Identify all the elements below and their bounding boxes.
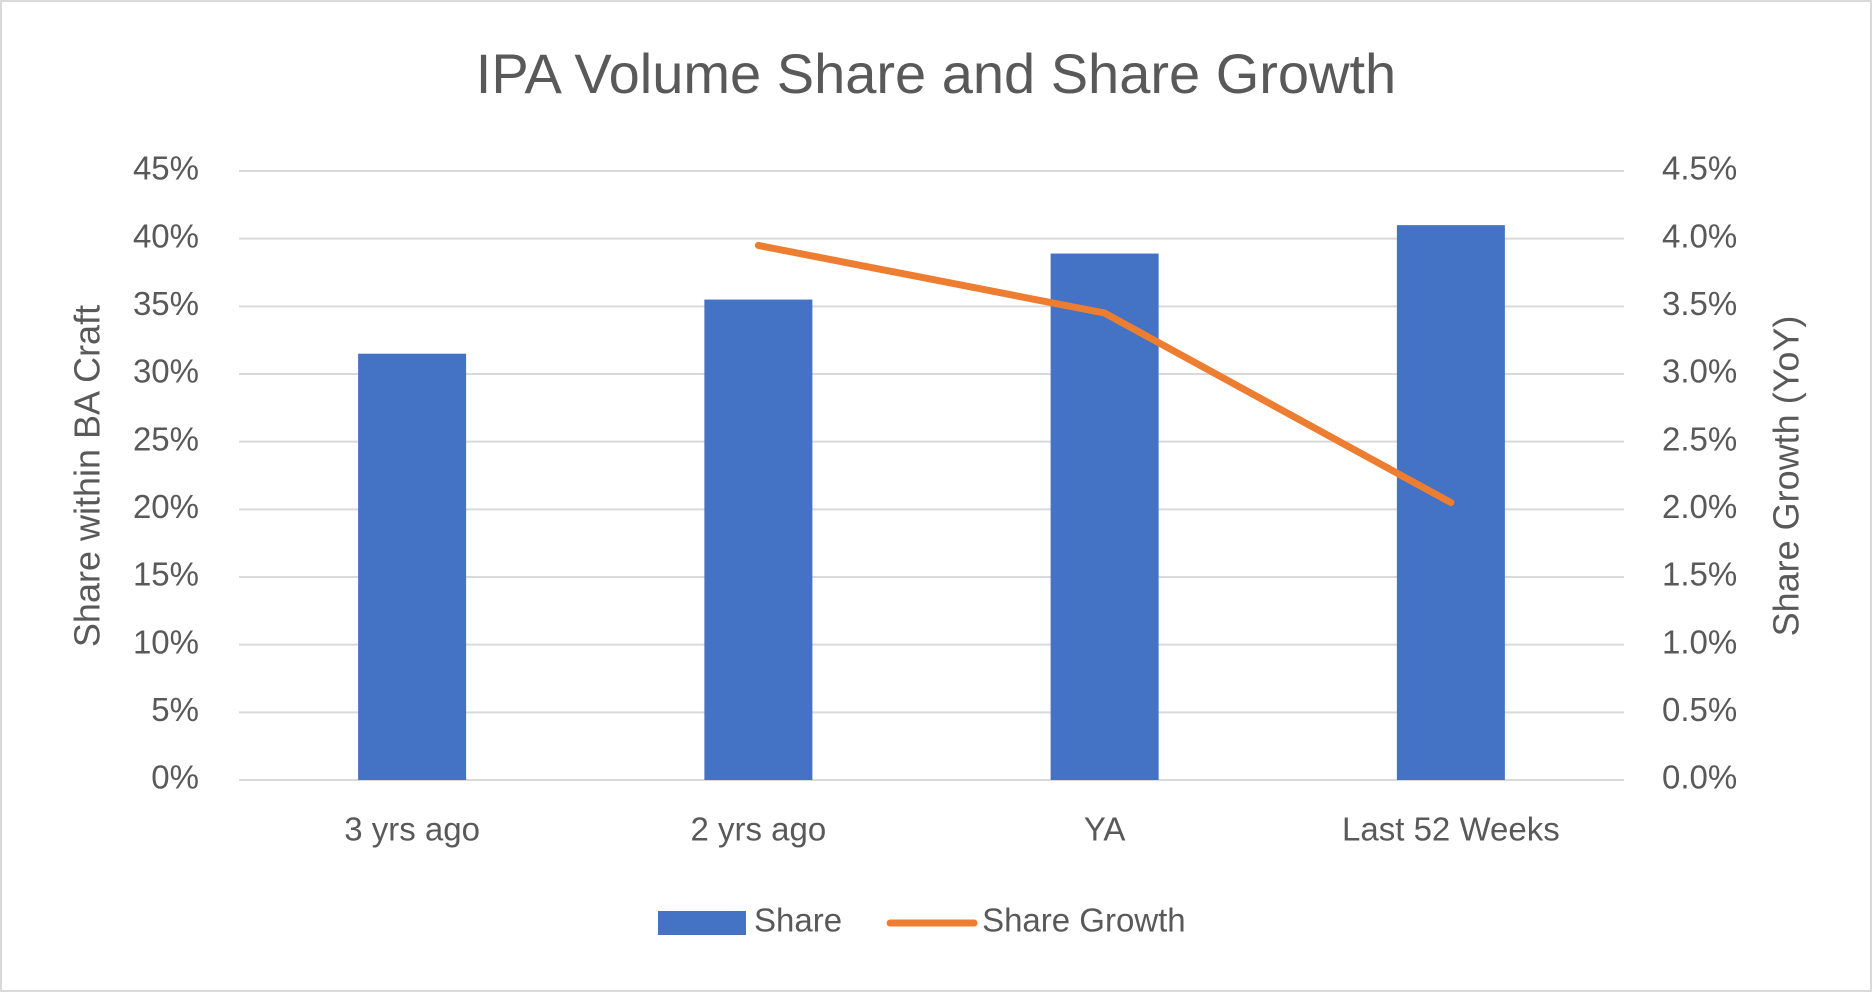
y2-tick-label: 0.0% xyxy=(1662,759,1737,796)
y-tick-label: 40% xyxy=(133,217,199,254)
y-tick-label: 30% xyxy=(133,353,199,390)
bar xyxy=(358,353,467,780)
y-tick-label: 45% xyxy=(133,150,199,187)
y-tick-label: 0% xyxy=(151,759,199,796)
legend-label: Share Growth xyxy=(982,902,1186,939)
y2-tick-label: 0.5% xyxy=(1662,691,1737,728)
x-tick-label: Last 52 Weeks xyxy=(1342,811,1560,848)
legend-swatch xyxy=(658,911,746,935)
y2-axis-label: Share Growth (YoY) xyxy=(1766,316,1807,637)
y2-tick-label: 1.0% xyxy=(1662,623,1737,660)
y2-tick-label: 1.5% xyxy=(1662,556,1737,593)
line xyxy=(754,241,1455,507)
y-tick-label: 35% xyxy=(133,285,199,322)
y-tick-label: 20% xyxy=(133,488,199,525)
y2-tick-label: 4.5% xyxy=(1662,150,1737,187)
y-tick-label: 15% xyxy=(133,556,199,593)
y2-tick-label: 2.5% xyxy=(1662,420,1737,457)
y2-tick-label: 4.0% xyxy=(1662,217,1737,254)
y2-tick-label: 3.0% xyxy=(1662,353,1737,390)
x-tick-label: 2 yrs ago xyxy=(691,811,827,848)
y-tick-label: 25% xyxy=(133,420,199,457)
y-tick-label: 10% xyxy=(133,623,199,660)
x-tick-label: YA xyxy=(1084,811,1126,848)
y2-tick-label: 2.0% xyxy=(1662,488,1737,525)
x-tick-label: 3 yrs ago xyxy=(344,811,480,848)
chart-title: IPA Volume Share and Share Growth xyxy=(476,42,1396,105)
y-tick-label: 5% xyxy=(151,691,199,728)
bar xyxy=(704,299,813,780)
y2-tick-label: 3.5% xyxy=(1662,285,1737,322)
y-axis-label: Share within BA Craft xyxy=(67,305,108,647)
bar xyxy=(1050,253,1159,780)
legend-label: Share xyxy=(754,902,842,939)
